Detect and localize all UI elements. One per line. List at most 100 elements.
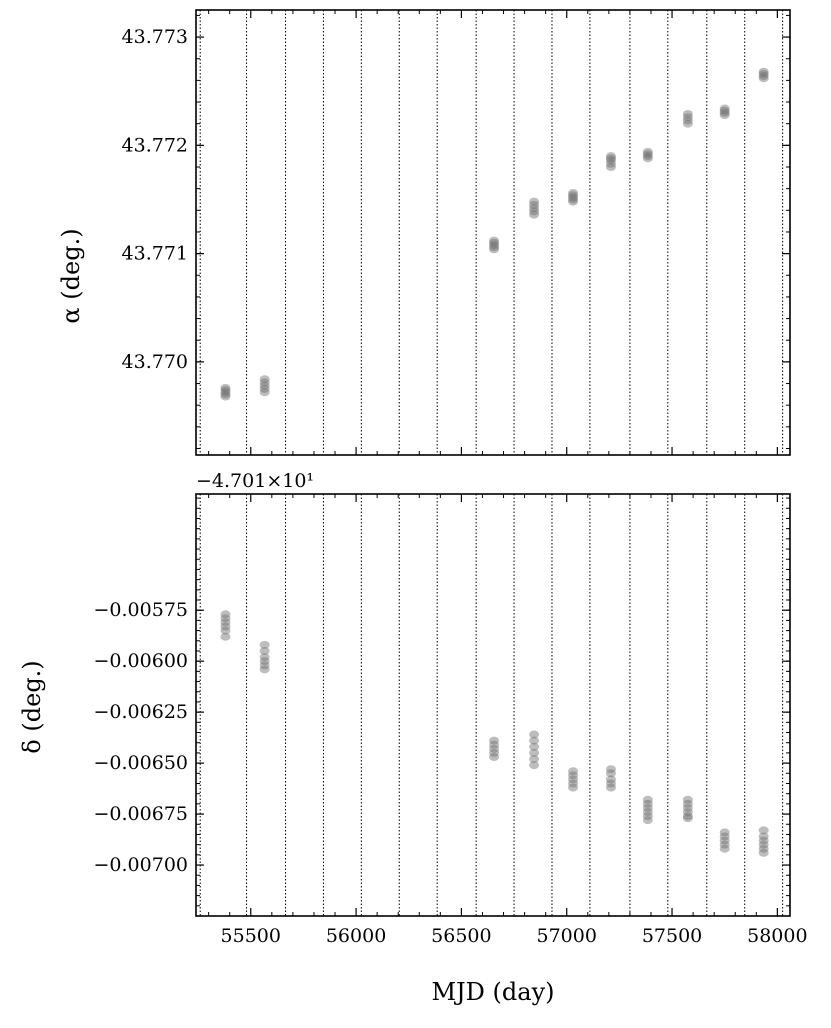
data-point [719,844,730,853]
data-point [259,665,270,674]
data-point [642,816,653,825]
data-point [605,156,616,165]
data-point [259,384,270,393]
data-point [529,748,540,757]
data-point [719,106,730,115]
x-tick-label: 56000 [326,925,386,947]
data-point [605,769,616,778]
data-point [259,661,270,670]
data-point [642,808,653,817]
data-point [568,197,579,206]
y-tick-label: 43.771 [122,243,188,265]
data-point [642,795,653,804]
data-point [605,779,616,788]
point-cluster [758,826,769,857]
data-point [259,653,270,662]
data-point [719,108,730,117]
data-point [489,243,500,252]
offset-text: −4.701×10¹ [196,470,314,492]
data-point [220,386,231,395]
data-point [758,826,769,835]
data-point [529,204,540,213]
x-tick-label: 55500 [221,925,281,947]
data-point [529,197,540,206]
point-cluster [259,640,270,674]
data-point [220,610,231,619]
point-cluster [529,197,540,219]
data-point [719,104,730,113]
point-cluster [489,736,500,761]
data-point [719,828,730,837]
data-point [259,640,270,649]
point-cluster [489,236,500,254]
y-tick-label: 43.773 [122,26,188,48]
data-point [758,840,769,849]
data-point [719,832,730,841]
data-point [719,836,730,845]
y-tick-label: −0.00625 [94,701,189,723]
data-point [605,775,616,784]
point-cluster [719,828,730,853]
x-tick-label: 58000 [747,925,807,947]
data-point [529,755,540,764]
data-point [758,848,769,857]
point-cluster [568,188,579,206]
point-cluster [682,795,693,823]
y-tick-label: −0.00700 [94,854,189,876]
data-point [259,378,270,387]
point-cluster [642,795,653,825]
data-point [529,200,540,209]
data-point [605,152,616,161]
data-point [489,245,500,254]
data-point [489,238,500,247]
data-point [259,646,270,655]
data-point [220,388,231,397]
point-cluster [220,383,231,401]
data-point [220,618,231,627]
data-point [259,657,270,666]
point-cluster [758,67,769,83]
data-point [568,193,579,202]
point-cluster [220,610,231,641]
data-point [642,799,653,808]
data-point [220,622,231,631]
data-point [605,783,616,792]
data-point [642,812,653,821]
data-point [682,803,693,812]
data-point [568,195,579,204]
data-point [758,72,769,81]
data-point [529,742,540,751]
data-point [758,836,769,845]
data-point [220,392,231,401]
data-point [489,740,500,749]
data-point [529,761,540,770]
data-point [259,381,270,390]
data-point [719,840,730,849]
data-point [568,783,579,792]
y-tick-label: −0.00575 [94,599,189,621]
data-point [682,116,693,125]
data-point [719,111,730,120]
data-point [758,69,769,78]
point-cluster [605,152,616,171]
data-point [758,74,769,83]
data-point [682,109,693,118]
data-point [642,150,653,159]
data-point [529,730,540,739]
data-point [568,188,579,197]
data-point [758,832,769,841]
data-point [220,626,231,635]
delta-ylabel: δ (deg.) [18,660,46,753]
plot-frame [195,9,791,456]
point-cluster [682,109,693,128]
data-point [758,844,769,853]
point-cluster [259,375,270,397]
data-point [568,779,579,788]
data-point [568,191,579,200]
y-tick-label: −0.00650 [94,752,189,774]
data-point [605,765,616,774]
point-cluster [568,767,579,792]
data-point [220,390,231,399]
data-point [529,207,540,216]
data-point [259,375,270,384]
